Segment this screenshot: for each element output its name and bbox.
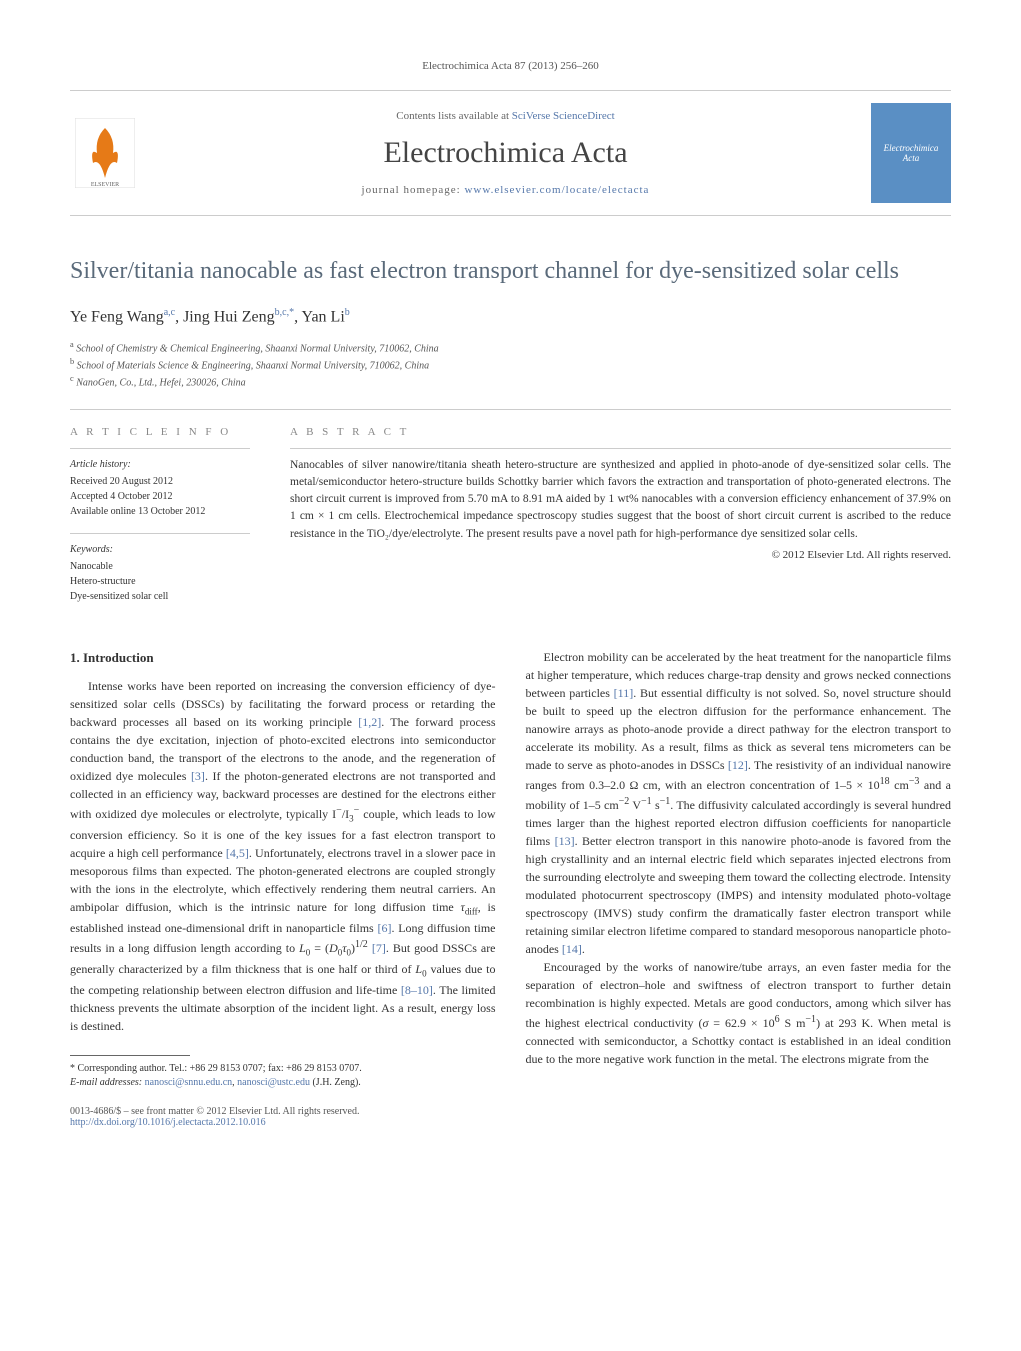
email-line: E-mail addresses: nanosci@snnu.edu.cn, n… <box>70 1076 496 1090</box>
author-1-aff: a,c <box>164 307 175 318</box>
homepage-prefix: journal homepage: <box>362 184 465 196</box>
author-3-aff: b <box>345 307 350 318</box>
ref-8-10[interactable]: [8–10] <box>401 983 433 997</box>
column-left: 1. Introduction Intense works have been … <box>70 648 496 1090</box>
ref-1-2[interactable]: [1,2] <box>358 715 381 729</box>
keyword-2: Dye-sensitized solar cell <box>70 589 250 604</box>
banner-center: Contents lists available at SciVerse Sci… <box>140 110 871 196</box>
contents-prefix: Contents lists available at <box>396 110 511 122</box>
affiliation-b: b School of Materials Science & Engineer… <box>70 356 951 373</box>
history-label: Article history: <box>70 457 250 472</box>
ref-14[interactable]: [14] <box>562 942 582 956</box>
ref-4-5[interactable]: [4,5] <box>226 846 249 860</box>
history-received: Received 20 August 2012 <box>70 474 250 489</box>
author-2-aff: b,c,* <box>275 307 294 318</box>
svg-text:ELSEVIER: ELSEVIER <box>91 182 119 188</box>
ref-13[interactable]: [13] <box>555 834 575 848</box>
keyword-1: Hetero-structure <box>70 574 250 589</box>
ref-11[interactable]: [11] <box>614 686 634 700</box>
keywords-label: Keywords: <box>70 542 250 557</box>
affiliation-c-text: NanoGen, Co., Ltd., Hefei, 230026, China <box>76 378 245 389</box>
publisher-logo: ELSEVIER <box>70 113 140 193</box>
email-1-link[interactable]: nanosci@snnu.edu.cn <box>145 1077 233 1088</box>
info-abstract-row: a r t i c l e i n f o Article history: R… <box>70 409 951 618</box>
email-2-link[interactable]: nanosci@ustc.edu <box>237 1077 310 1088</box>
doi-link[interactable]: http://dx.doi.org/10.1016/j.electacta.20… <box>70 1117 266 1128</box>
page-container: Electrochimica Acta 87 (2013) 256–260 EL… <box>0 0 1021 1168</box>
author-2: Jing Hui Zeng <box>183 309 275 326</box>
col2-paragraph-2: Encouraged by the works of nanowire/tube… <box>526 958 952 1068</box>
affiliation-c: c NanoGen, Co., Ltd., Hefei, 230026, Chi… <box>70 373 951 390</box>
corresponding-author-footnote: * Corresponding author. Tel.: +86 29 815… <box>70 1062 496 1090</box>
running-head: Electrochimica Acta 87 (2013) 256–260 <box>70 60 951 72</box>
keyword-0: Nanocable <box>70 559 250 574</box>
affiliations: a School of Chemistry & Chemical Enginee… <box>70 339 951 391</box>
article-info-heading: a r t i c l e i n f o <box>70 426 250 438</box>
col2-paragraph-1: Electron mobility can be accelerated by … <box>526 648 952 958</box>
email-label: E-mail addresses: <box>70 1077 142 1088</box>
cover-label: Electrochimica Acta <box>875 143 947 163</box>
issn-line: 0013-4686/$ – see front matter © 2012 El… <box>70 1106 951 1117</box>
page-footer: 0013-4686/$ – see front matter © 2012 El… <box>70 1106 951 1128</box>
sciencedirect-link[interactable]: SciVerse ScienceDirect <box>512 110 615 122</box>
history-accepted: Accepted 4 October 2012 <box>70 489 250 504</box>
ref-3[interactable]: [3] <box>191 769 205 783</box>
author-3: Yan Li <box>301 309 344 326</box>
affiliation-a: a School of Chemistry & Chemical Enginee… <box>70 339 951 356</box>
journal-name: Electrochimica Acta <box>140 136 871 170</box>
abstract-text: Nanocables of silver nanowire/titania sh… <box>290 448 951 543</box>
affiliation-b-text: School of Materials Science & Engineerin… <box>77 360 429 371</box>
homepage-line: journal homepage: www.elsevier.com/locat… <box>140 184 871 196</box>
doi-line: http://dx.doi.org/10.1016/j.electacta.20… <box>70 1117 951 1128</box>
body-two-columns: 1. Introduction Intense works have been … <box>70 648 951 1090</box>
journal-cover-thumbnail: Electrochimica Acta <box>871 103 951 203</box>
keywords-block: Keywords: Nanocable Hetero-structure Dye… <box>70 533 250 604</box>
article-title: Silver/titania nanocable as fast electro… <box>70 256 951 287</box>
elsevier-tree-icon: ELSEVIER <box>75 118 135 188</box>
affiliation-a-text: School of Chemistry & Chemical Engineeri… <box>76 343 438 354</box>
footnote-separator <box>70 1055 190 1056</box>
journal-banner: ELSEVIER Contents lists available at Sci… <box>70 90 951 216</box>
section-1-title: 1. Introduction <box>70 648 496 668</box>
author-1: Ye Feng Wang <box>70 309 164 326</box>
ref-12[interactable]: [12] <box>728 758 748 772</box>
contents-available-line: Contents lists available at SciVerse Sci… <box>140 110 871 122</box>
homepage-link[interactable]: www.elsevier.com/locate/electacta <box>464 184 649 196</box>
abstract-copyright: © 2012 Elsevier Ltd. All rights reserved… <box>290 549 951 561</box>
col1-paragraph-1: Intense works have been reported on incr… <box>70 677 496 1035</box>
article-history-block: Article history: Received 20 August 2012… <box>70 448 250 519</box>
abstract-panel: a b s t r a c t Nanocables of silver nan… <box>270 426 951 618</box>
column-right: Electron mobility can be accelerated by … <box>526 648 952 1090</box>
abstract-heading: a b s t r a c t <box>290 426 951 438</box>
history-online: Available online 13 October 2012 <box>70 504 250 519</box>
corr-author-line: * Corresponding author. Tel.: +86 29 815… <box>70 1062 496 1076</box>
email-tail: (J.H. Zeng). <box>312 1077 360 1088</box>
article-info-panel: a r t i c l e i n f o Article history: R… <box>70 426 270 618</box>
ref-6[interactable]: [6] <box>377 921 391 935</box>
ref-7[interactable]: [7] <box>372 941 386 955</box>
authors-line: Ye Feng Wanga,c, Jing Hui Zengb,c,*, Yan… <box>70 307 951 326</box>
